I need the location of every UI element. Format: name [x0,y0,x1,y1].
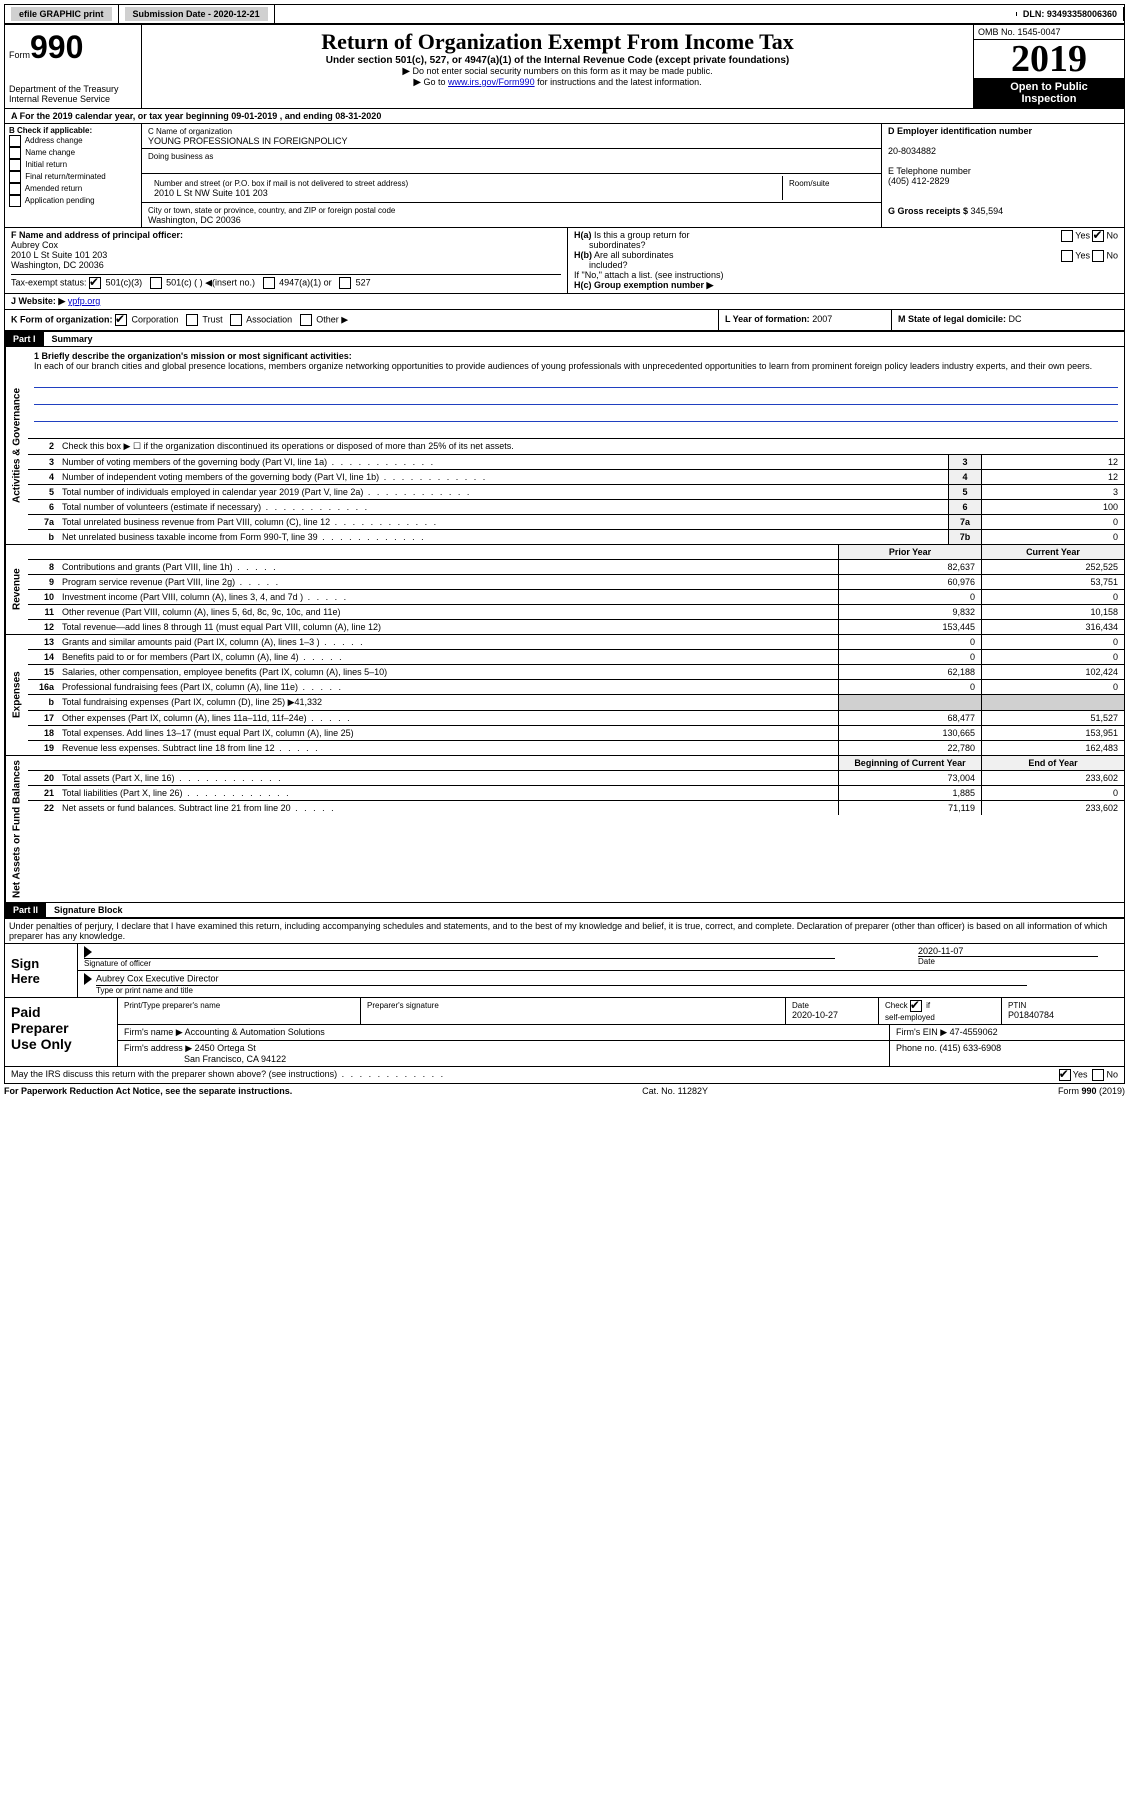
top-bar: efile GRAPHIC print Submission Date - 20… [4,4,1125,24]
section-c: C Name of organization YOUNG PROFESSIONA… [142,124,882,227]
submission-date: Submission Date - 2020-12-21 [119,5,275,23]
mission-block: 1 Briefly describe the organization's mi… [28,347,1124,438]
form-id-cell: Form990 Department of the TreasuryIntern… [5,25,142,108]
org-name: YOUNG PROFESSIONALS IN FOREIGNPOLICY [148,136,348,146]
section-b: B Check if applicable: Address change Na… [5,124,142,227]
part2-header: Part II [5,903,46,917]
section-h: H(a) Is this a group return for subordin… [568,228,1124,293]
period-row: A For the 2019 calendar year, or tax yea… [5,109,1124,124]
form-container: Form990 Department of the TreasuryIntern… [4,24,1125,919]
ptin: P01840784 [1008,1010,1054,1020]
firm-name: Accounting & Automation Solutions [185,1027,325,1037]
efile-label: efile GRAPHIC print [5,5,119,23]
form-title: Return of Organization Exempt From Incom… [150,29,965,55]
title-cell: Return of Organization Exempt From Incom… [142,25,974,108]
sign-here-label: Sign Here [5,944,78,997]
ein: 20-8034882 [888,146,936,156]
irs-link[interactable]: www.irs.gov/Form990 [448,77,535,87]
section-l: L Year of formation: 2007 [719,310,892,330]
tab-governance: Activities & Governance [5,347,28,544]
mission-text: In each of our branch cities and global … [34,361,1092,371]
tab-net-assets: Net Assets or Fund Balances [5,756,28,902]
declaration-text: Under penalties of perjury, I declare th… [5,919,1124,943]
dln: DLN: 93493358006360 [1017,7,1124,21]
signature-block: Under penalties of perjury, I declare th… [4,919,1125,1084]
part2-title: Signature Block [46,903,131,917]
website-row: J Website: ▶ ypfp.org [5,294,1124,310]
year-cell: OMB No. 1545-0047 2019 Open to PublicIns… [974,25,1124,108]
gross-receipts: 345,594 [971,206,1004,216]
inspection-badge: Open to PublicInspection [974,78,1124,108]
section-m: M State of legal domicile: DC [892,310,1124,330]
website-link[interactable]: ypfp.org [68,296,101,306]
form-subtitle: Under section 501(c), 527, or 4947(a)(1)… [150,55,965,66]
section-k: K Form of organization: Corporation Trus… [5,310,719,330]
tab-revenue: Revenue [5,545,28,634]
discuss-row: May the IRS discuss this return with the… [5,1066,1124,1083]
section-d: D Employer identification number 20-8034… [882,124,1124,227]
firm-ein: 47-4559062 [950,1027,998,1037]
firm-phone: (415) 633-6908 [940,1043,1002,1053]
section-f: F Name and address of principal officer:… [5,228,568,293]
paid-preparer-label: PaidPreparerUse Only [5,998,118,1066]
phone: (405) 412-2829 [888,176,950,186]
org-address: 2010 L St NW Suite 101 203 [154,188,268,198]
org-city: Washington, DC 20036 [148,215,241,225]
officer-name: Aubrey Cox Executive Director [96,973,219,983]
page-footer: For Paperwork Reduction Act Notice, see … [4,1084,1125,1098]
part1-title: Summary [44,332,101,346]
tab-expenses: Expenses [5,635,28,755]
tax-year: 2019 [974,40,1124,78]
part1-header: Part I [5,332,44,346]
dept-label: Department of the TreasuryInternal Reven… [9,84,137,104]
